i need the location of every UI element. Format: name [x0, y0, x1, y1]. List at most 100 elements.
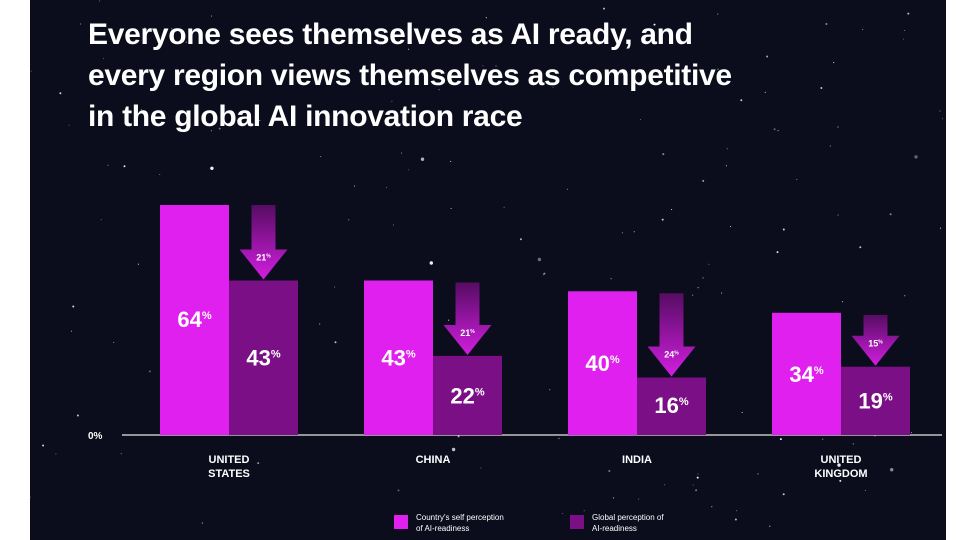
star [734, 518, 737, 521]
star [717, 13, 719, 15]
star [420, 157, 425, 161]
star [638, 498, 640, 500]
star [59, 92, 62, 95]
legend-swatch-self [394, 515, 408, 529]
star [941, 118, 944, 120]
star [671, 208, 673, 211]
star [68, 124, 70, 126]
star [668, 28, 670, 30]
star [210, 130, 212, 132]
star [542, 274, 545, 276]
star [567, 188, 569, 190]
star [429, 261, 433, 265]
star [889, 213, 892, 216]
star [736, 510, 738, 512]
bar-self-perception [772, 312, 841, 435]
star [391, 100, 393, 102]
star [482, 65, 484, 67]
star [357, 42, 359, 44]
chart-title: Everyone sees themselves as AI ready, an… [88, 14, 848, 137]
title-line-2: every region views themselves as competi… [88, 59, 732, 92]
category-label: CHINA [416, 454, 451, 466]
difference-arrow-icon [851, 314, 900, 366]
star [721, 292, 723, 294]
star [348, 219, 350, 221]
star [107, 164, 109, 166]
star [726, 148, 728, 150]
star [717, 68, 719, 70]
star [903, 38, 905, 40]
star [859, 246, 862, 249]
star [702, 277, 704, 279]
legend: Country's self perception of AI-readines… [394, 512, 722, 538]
legend-label-self: Country's self perception of AI-readines… [416, 512, 546, 534]
star [400, 152, 403, 154]
star [549, 389, 551, 391]
star [71, 330, 73, 332]
star [904, 29, 906, 32]
star [725, 165, 727, 167]
star [730, 226, 732, 228]
star [740, 99, 743, 102]
star [661, 218, 664, 221]
star [695, 489, 698, 492]
legend-self-line-1: Country's self perception [416, 513, 504, 522]
star [692, 484, 694, 486]
star [612, 497, 614, 499]
bar-chart: 0% 64% 43% 21% UNITED STATES 43% 22% 21% CHINA 40%… [88, 205, 942, 480]
star [779, 438, 782, 441]
star [603, 7, 605, 10]
star [519, 238, 522, 241]
star [148, 370, 151, 373]
category-label: UNITED STATES [208, 454, 250, 480]
bar-self-perception [364, 280, 433, 435]
star [386, 187, 388, 189]
star [911, 431, 913, 434]
star [621, 232, 623, 234]
star [259, 119, 261, 121]
star [30, 496, 31, 498]
star [30, 70, 32, 72]
bar-global-value-label: 16% [654, 393, 688, 418]
bar-self-value-label: 43% [381, 346, 415, 371]
star [334, 341, 337, 344]
difference-label: 15% [868, 339, 883, 349]
legend-swatch-global [570, 515, 584, 529]
star [833, 62, 835, 64]
star [480, 467, 482, 469]
star [159, 173, 161, 176]
star [633, 231, 635, 233]
star [210, 166, 214, 170]
star [408, 169, 410, 171]
star [100, 219, 102, 221]
star [257, 462, 260, 465]
legend-global-line-2: AI-readiness [592, 524, 637, 533]
star [334, 286, 336, 288]
category-label: INDIA [622, 454, 652, 466]
difference-label: 21% [256, 252, 271, 262]
star [837, 126, 839, 128]
star [914, 155, 918, 159]
star [450, 207, 452, 210]
star [408, 48, 410, 50]
star [320, 156, 322, 158]
title-line-1: Everyone sees themselves as AI ready, an… [88, 18, 693, 51]
star [837, 214, 839, 216]
bar-self-value-label: 34% [789, 362, 823, 387]
star [664, 484, 666, 486]
star [558, 437, 560, 439]
title-line-3: in the global AI innovation race [88, 100, 523, 133]
difference-label: 24% [664, 350, 679, 360]
star [562, 513, 564, 515]
bar-global-perception [433, 355, 502, 435]
star [782, 228, 785, 231]
star [123, 165, 126, 168]
star [144, 27, 146, 29]
bar-self-perception [568, 291, 637, 436]
star [353, 185, 356, 187]
bar-global-value-label: 22% [450, 383, 484, 408]
bar-global-perception [841, 366, 910, 435]
star [137, 263, 139, 265]
star [939, 227, 942, 229]
slide: Everyone sees themselves as AI ready, an… [30, 0, 946, 540]
